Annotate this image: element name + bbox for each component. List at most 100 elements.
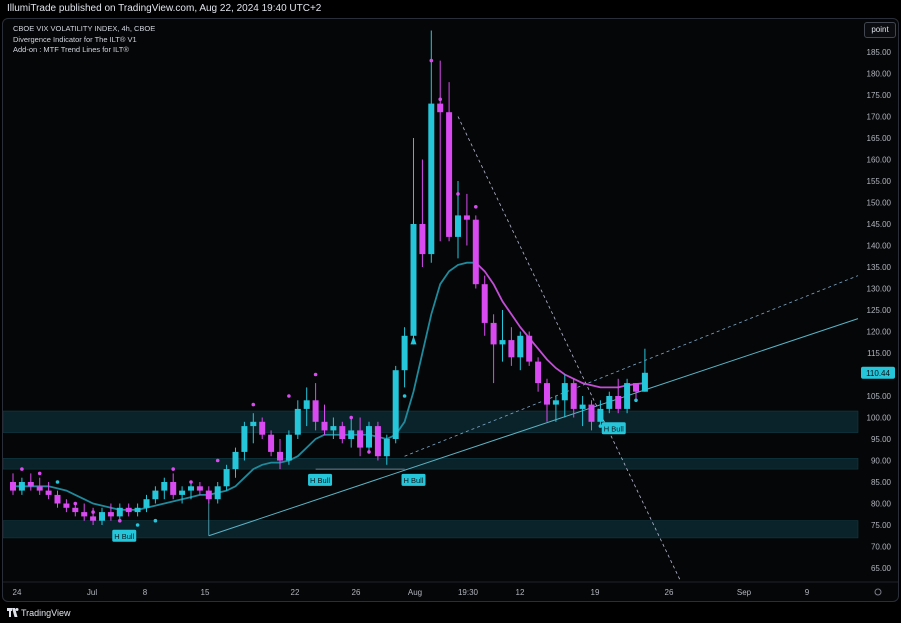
candle-body[interactable] (348, 430, 355, 439)
candle-body[interactable] (81, 512, 88, 517)
candle-body[interactable] (463, 215, 470, 220)
candle-body[interactable] (339, 426, 346, 439)
legend-symbol: CBOE VIX VOLATILITY INDEX, 4h, CBOE (13, 24, 156, 33)
candle-body[interactable] (268, 434, 275, 452)
candle-body[interactable] (401, 335, 408, 371)
candle-body[interactable] (570, 383, 577, 409)
candle-body[interactable] (535, 361, 542, 384)
signal-dot (438, 97, 443, 102)
candle-body[interactable] (374, 426, 381, 457)
candle-body[interactable] (152, 490, 159, 500)
candle-body[interactable] (606, 396, 613, 409)
candle-body[interactable] (107, 512, 114, 517)
published-text: IllumiTrade published on TradingView.com… (7, 3, 322, 14)
y-tick-label: 100.00 (867, 414, 892, 423)
candle-body[interactable] (63, 503, 70, 508)
candle-body[interactable] (205, 490, 212, 500)
candle-body[interactable] (18, 482, 25, 491)
signal-dot (474, 205, 478, 209)
candle-body[interactable] (125, 507, 132, 513)
candle-body[interactable] (294, 408, 301, 435)
candle-body[interactable] (633, 383, 639, 392)
candle-body[interactable] (490, 322, 497, 345)
candle-body[interactable] (99, 512, 105, 521)
candle-body[interactable] (419, 224, 426, 255)
x-tick-label: 22 (291, 588, 300, 597)
candle-body[interactable] (357, 430, 364, 448)
candle-body[interactable] (472, 219, 479, 285)
candle-body[interactable] (446, 112, 453, 237)
x-tick-label: 12 (516, 588, 525, 597)
candle-body[interactable] (579, 404, 586, 409)
candle-body[interactable] (588, 404, 595, 422)
candle-body[interactable] (285, 434, 292, 461)
y-tick-label: 135.00 (867, 263, 892, 272)
support-zone (3, 458, 859, 470)
candle-body[interactable] (232, 451, 239, 470)
candlestick-chart[interactable]: H Bull H Bull H Bull H Bull 65.00 70.00 75.00 8… (3, 19, 898, 601)
candle-body[interactable] (116, 507, 123, 517)
candle-body[interactable] (641, 372, 648, 392)
axis-settings-icon[interactable] (874, 588, 882, 596)
candle-body[interactable] (54, 494, 61, 504)
candle-body[interactable] (366, 426, 372, 448)
signal-dot (153, 518, 158, 523)
y-tick-label: 140.00 (867, 242, 892, 251)
y-tick-label: 65.00 (871, 564, 892, 573)
candle-body[interactable] (526, 335, 533, 362)
candle-body[interactable] (72, 507, 79, 513)
y-tick-label: 145.00 (867, 220, 892, 229)
signal-dot (118, 518, 122, 523)
moving-average-line (475, 262, 645, 389)
y-tick-label: 125.00 (867, 306, 892, 315)
candle-body[interactable] (392, 370, 399, 439)
candle-body[interactable] (214, 486, 221, 500)
candle-body[interactable] (36, 486, 43, 491)
candle-body[interactable] (196, 486, 203, 491)
candle-body[interactable] (188, 486, 194, 491)
candle-body[interactable] (277, 451, 283, 461)
candle-body[interactable] (544, 383, 550, 405)
candle-body[interactable] (312, 400, 319, 422)
signal-dot (349, 415, 354, 420)
candle-body[interactable] (552, 400, 559, 405)
candle-body[interactable] (27, 482, 34, 487)
h-bull-label-box (112, 529, 137, 542)
candle-body[interactable] (250, 421, 257, 427)
y-tick-label: 130.00 (867, 285, 892, 294)
candle-body[interactable] (90, 516, 97, 521)
candle-body[interactable] (241, 426, 248, 452)
candle-body[interactable] (179, 490, 186, 495)
candle-body[interactable] (455, 215, 461, 237)
candle-body[interactable] (143, 499, 150, 508)
signal-dot (287, 394, 291, 398)
candle-body[interactable] (499, 340, 506, 345)
candle-body[interactable] (437, 103, 444, 113)
candle-body[interactable] (561, 383, 568, 401)
candle-body[interactable] (410, 224, 417, 336)
candle-body[interactable] (428, 103, 435, 255)
x-tick-label: 19:30 (458, 588, 479, 597)
candle-body[interactable] (45, 490, 52, 495)
candle-body[interactable] (481, 284, 488, 323)
candle-body[interactable] (508, 340, 515, 358)
candle-body[interactable] (330, 426, 337, 431)
candle-body[interactable] (223, 469, 230, 487)
candle-body[interactable] (303, 400, 310, 409)
published-header: IllumiTrade published on TradingView.com… (0, 0, 901, 17)
candle-body[interactable] (597, 408, 604, 422)
candle-body[interactable] (517, 335, 524, 358)
candle-body[interactable] (161, 482, 168, 491)
candle-body[interactable] (321, 421, 328, 431)
candle-body[interactable] (10, 482, 16, 491)
chart-legend: CBOE VIX VOLATILITY INDEX, 4h, CBOE Dive… (13, 24, 155, 56)
candle-body[interactable] (170, 482, 177, 495)
candle-body[interactable] (383, 439, 390, 457)
chart-frame[interactable]: H Bull H Bull H Bull H Bull 65.00 70.00 75.00 8… (2, 18, 899, 602)
candle-body[interactable] (259, 421, 266, 435)
candle-body[interactable] (134, 507, 141, 513)
x-tick-label: 26 (665, 588, 674, 597)
candle-body[interactable] (615, 396, 622, 409)
point-scale-button[interactable]: point (864, 22, 896, 38)
candle-body[interactable] (624, 383, 631, 409)
